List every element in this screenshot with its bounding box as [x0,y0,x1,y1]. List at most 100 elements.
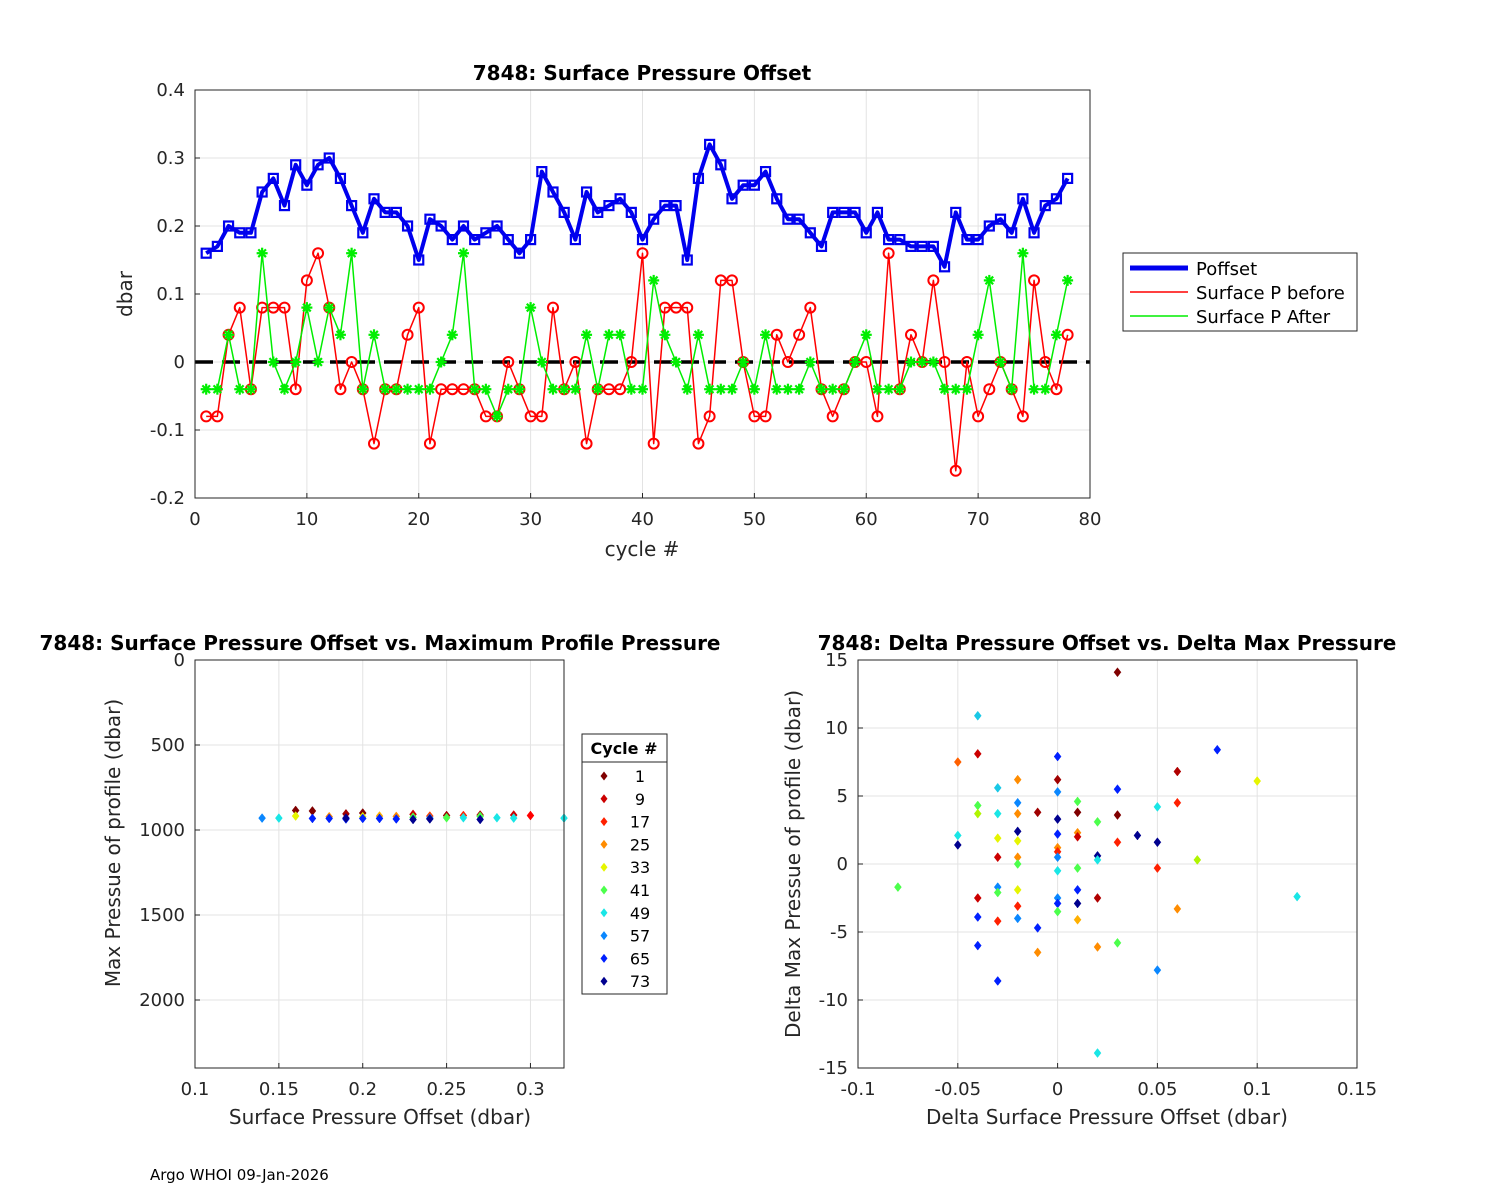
data-point [983,220,995,232]
legend-entry-label: 73 [630,972,650,991]
data-point [256,247,268,259]
data-point [838,383,850,395]
data-point [278,200,291,212]
data-point [1053,852,1062,863]
star-stroke [503,384,513,394]
data-point [509,813,518,824]
data-point [1153,863,1162,873]
data-point [973,748,982,759]
star-stroke [760,330,771,340]
x-tick-label: 0.2 [348,1079,377,1100]
data-point [459,812,468,823]
star-stroke [906,357,916,367]
data-point [357,227,369,239]
data-point [446,234,458,246]
chart-title: 7848: Surface Pressure Offset vs. Maximu… [40,631,721,655]
data-point [558,206,570,218]
legend-box [581,733,668,995]
data-point [782,213,794,225]
data-point [781,356,794,368]
chart-title: 7848: Surface Pressure Offset [473,61,812,85]
x-tick-label: 0 [189,509,200,530]
star-stroke [615,330,625,340]
data-point [301,302,313,314]
y-tick-label: -0.1 [150,420,185,441]
data-point [1050,329,1062,341]
data-point [1013,913,1022,924]
footer-credit: Argo WHOI 09-Jan-2026 [150,1166,329,1184]
star-stroke [201,384,211,394]
data-point [759,166,772,178]
x-tick-label: 10 [295,509,318,530]
data-point [279,383,290,395]
data-point [390,383,402,395]
data-point [1028,274,1041,287]
y-tick-label: -0.2 [150,488,185,509]
data-point [1033,923,1042,933]
x-tick-label: 0.3 [516,1079,545,1100]
data-point [804,356,816,368]
data-point [1133,830,1142,841]
data-point [211,240,223,252]
star-stroke [1007,384,1017,394]
data-point [972,410,985,423]
data-point [894,383,906,395]
legend-entry-label: 49 [630,904,650,923]
data-point [535,410,548,423]
data-point [625,383,637,395]
data-point [1053,787,1062,797]
data-point [894,234,906,246]
x-tick-label: 70 [967,509,990,530]
data-point [536,356,548,368]
data-point [413,254,425,266]
data-point [526,810,535,821]
star-stroke [324,302,334,313]
data-point [994,213,1007,225]
data-point [312,247,325,260]
data-point [972,329,984,341]
legend: Poffset Surface P before Surface P After [1122,252,1358,332]
data-point [983,274,995,286]
star-stroke [738,357,748,367]
star-stroke [928,357,939,367]
data-point [357,383,369,395]
star-stroke [727,384,737,394]
data-point [1013,774,1022,785]
star-stroke [1040,384,1050,394]
data-point [1113,937,1122,948]
data-point [871,410,884,423]
plot-frame [194,659,565,1069]
legend-marker [600,953,608,963]
data-point [1028,383,1040,395]
star-stroke [984,275,994,286]
y-tick-labels: -15 -10 -5 0 5 10 15 [819,650,848,1079]
legend-entry-label: 9 [635,790,645,809]
data-point [681,254,693,266]
star-stroke [402,384,413,394]
scatter-points [258,805,568,825]
data-point [379,206,391,218]
data-point [973,808,982,819]
data-point [860,329,872,341]
data-point [491,220,503,232]
data-point [1053,774,1062,785]
data-point [726,193,738,205]
scatter-points [894,667,1301,1058]
x-tick-label: 60 [855,509,878,530]
data-point [748,179,760,191]
data-point [871,383,883,395]
data-point [882,247,895,260]
data-point [973,940,982,951]
data-point [200,410,213,423]
y-tick-label: -10 [819,990,848,1011]
data-point [569,383,581,395]
x-tick-labels: 0 10 20 30 40 50 60 70 80 [189,509,1101,530]
y-tick-label: 15 [825,650,848,671]
x-tick-labels: 0.1 0.15 0.2 0.25 0.3 [181,1079,545,1100]
data-point [424,213,436,225]
data-point [223,329,235,341]
data-point [771,193,783,205]
data-point [222,220,235,232]
data-point [200,247,212,259]
data-point [368,329,380,341]
